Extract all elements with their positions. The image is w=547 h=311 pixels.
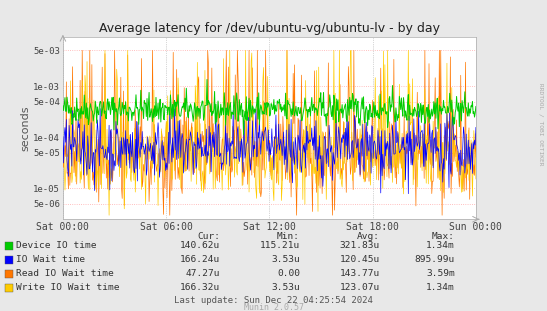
Title: Average latency for /dev/ubuntu-vg/ubuntu-lv - by day: Average latency for /dev/ubuntu-vg/ubunt… (99, 22, 440, 35)
Text: Read IO Wait time: Read IO Wait time (16, 269, 114, 278)
Text: Max:: Max: (432, 232, 455, 241)
Text: 115.21u: 115.21u (260, 241, 300, 250)
Text: Munin 2.0.57: Munin 2.0.57 (243, 303, 304, 311)
Text: 1.34m: 1.34m (426, 283, 455, 292)
Text: Cur:: Cur: (197, 232, 220, 241)
Text: Device IO time: Device IO time (16, 241, 96, 250)
Text: Write IO Wait time: Write IO Wait time (16, 283, 119, 292)
Text: 140.62u: 140.62u (180, 241, 220, 250)
Text: 321.83u: 321.83u (340, 241, 380, 250)
Text: 3.53u: 3.53u (271, 283, 300, 292)
Text: 166.24u: 166.24u (180, 255, 220, 264)
Bar (5, 284, 13, 292)
Text: 123.07u: 123.07u (340, 283, 380, 292)
Text: 1.34m: 1.34m (426, 241, 455, 250)
Text: RRDTOOL / TOBI OETIKER: RRDTOOL / TOBI OETIKER (538, 83, 543, 166)
Bar (5, 270, 13, 278)
Text: Min:: Min: (277, 232, 300, 241)
Y-axis label: seconds: seconds (20, 105, 31, 151)
Text: 143.77u: 143.77u (340, 269, 380, 278)
Text: 0.00: 0.00 (277, 269, 300, 278)
Text: 3.59m: 3.59m (426, 269, 455, 278)
Text: 895.99u: 895.99u (415, 255, 455, 264)
Text: IO Wait time: IO Wait time (16, 255, 85, 264)
Text: 120.45u: 120.45u (340, 255, 380, 264)
Bar (5, 256, 13, 264)
Text: 166.32u: 166.32u (180, 283, 220, 292)
Text: 3.53u: 3.53u (271, 255, 300, 264)
Text: Last update: Sun Dec 22 04:25:54 2024: Last update: Sun Dec 22 04:25:54 2024 (174, 296, 373, 305)
Bar (5, 242, 13, 249)
Text: Avg:: Avg: (357, 232, 380, 241)
Text: 47.27u: 47.27u (185, 269, 220, 278)
